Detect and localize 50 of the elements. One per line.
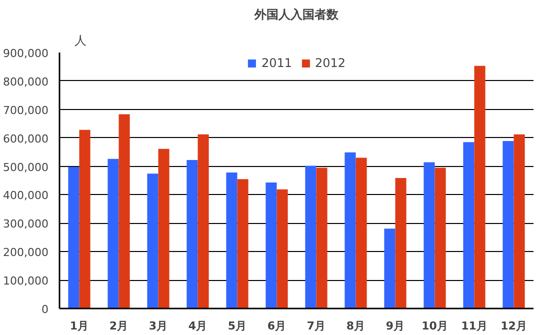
bar bbox=[266, 182, 277, 308]
legend-label: 2011 bbox=[261, 56, 292, 70]
x-tick-label: 7月 bbox=[306, 320, 326, 332]
chart-title: 外国人入国者数 bbox=[254, 8, 340, 22]
x-tick-label: 1月 bbox=[70, 320, 89, 332]
x-tick-label: 9月 bbox=[386, 320, 405, 332]
x-tick-label: 5月 bbox=[228, 320, 247, 332]
bar bbox=[305, 166, 316, 308]
bar bbox=[434, 168, 446, 308]
x-tick-label: 6月 bbox=[267, 320, 286, 332]
bar bbox=[147, 174, 158, 308]
bar bbox=[198, 134, 209, 308]
bar bbox=[384, 228, 396, 308]
x-tick-label: 11月 bbox=[461, 320, 488, 332]
bar bbox=[356, 158, 367, 308]
x-tick-label: 8月 bbox=[346, 320, 366, 332]
bar bbox=[514, 134, 525, 308]
y-tick-label: 800,000 bbox=[3, 75, 49, 88]
bar bbox=[424, 162, 435, 308]
bar bbox=[276, 189, 288, 308]
x-tick-label: 4月 bbox=[188, 320, 208, 332]
legend-label: 2012 bbox=[315, 56, 346, 70]
y-axis-title: 人 bbox=[74, 34, 86, 48]
bar bbox=[237, 179, 248, 308]
x-tick-label: 10月 bbox=[422, 320, 448, 332]
y-tick-label: 200,000 bbox=[3, 246, 49, 260]
bar bbox=[118, 114, 130, 308]
x-tick-label: 2月 bbox=[109, 320, 128, 332]
bar bbox=[226, 172, 238, 308]
x-tick-label: 3月 bbox=[148, 320, 168, 332]
y-tick-label: 700,000 bbox=[3, 104, 49, 117]
bar bbox=[502, 140, 514, 308]
bar bbox=[316, 168, 328, 308]
bar bbox=[463, 142, 474, 308]
bar bbox=[158, 148, 170, 308]
bar bbox=[186, 160, 198, 308]
bar bbox=[344, 152, 356, 308]
y-tick-label: 0 bbox=[42, 303, 48, 316]
bar bbox=[108, 158, 119, 308]
bar bbox=[474, 66, 486, 308]
bar bbox=[395, 178, 406, 308]
y-tick-label: 500,000 bbox=[3, 160, 49, 174]
bar bbox=[79, 130, 90, 308]
y-tick-label: 900,000 bbox=[3, 47, 49, 60]
x-tick-label: 12月 bbox=[500, 320, 527, 332]
y-tick-label: 100,000 bbox=[3, 274, 49, 288]
y-tick-label: 300,000 bbox=[3, 218, 49, 231]
y-tick-label: 400,000 bbox=[3, 189, 49, 202]
bar bbox=[68, 166, 80, 308]
y-tick-label: 600,000 bbox=[3, 132, 49, 146]
